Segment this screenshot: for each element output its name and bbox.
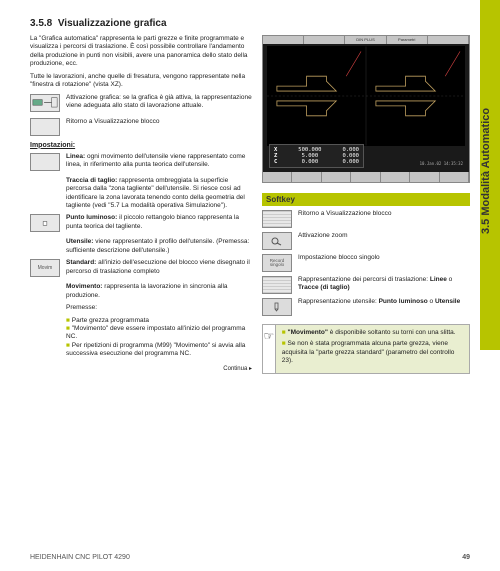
entry-activate: Attivazione grafica: se la grafica è già… xyxy=(30,94,252,112)
screenshot-readout: X500.0000.000 Z5.0000.000 C0.0000.000 xyxy=(269,144,364,168)
premises-list: Parte grezza programmata "Movimento" dev… xyxy=(66,317,252,359)
right-column: DIN PLUS Parametri X xyxy=(262,35,470,374)
linea-icon xyxy=(30,153,60,171)
screenshot-bottombar xyxy=(263,172,469,182)
sk-record: Record singolo Impostazione blocco singo… xyxy=(262,254,470,272)
continue-link: Continua ▸ xyxy=(66,365,252,372)
setting-linea: Linea: ogni movimento dell'utensile vien… xyxy=(30,153,252,171)
sk-record-icon: Record singolo xyxy=(262,254,292,272)
softkey-header: Softkey xyxy=(262,193,470,206)
linea-text: ogni movimento dell'utensile viene rappr… xyxy=(66,153,245,168)
entry-return: Ritorno a Visualizzazione blocco xyxy=(30,118,252,136)
section-name: Visualizzazione grafica xyxy=(58,18,167,29)
utensile-text: viene rappresentato il profilo dell'uten… xyxy=(66,238,249,253)
cnc-screenshot: DIN PLUS Parametri X xyxy=(262,35,470,183)
footer-left: HEIDENHAIN CNC PILOT 4290 xyxy=(30,554,130,561)
sk-tool-text: Rappresentazione utensile: Punto luminos… xyxy=(298,298,460,306)
sk-return: Ritorno a Visualizzazione blocco xyxy=(262,210,470,228)
premise-2: "Movimento" deve essere impostato all'in… xyxy=(66,325,252,342)
movimento-bold: Movimento: xyxy=(66,283,102,290)
traccia-bold: Traccia di taglio: xyxy=(66,177,117,184)
sk-return-icon xyxy=(262,210,292,228)
punto-bold: Punto luminoso: xyxy=(66,214,117,221)
section-number: 3.5.8 xyxy=(30,18,52,29)
sk-paths-text: Rappresentazione dei percorsi di traslaz… xyxy=(298,276,470,293)
premise-3: Per ripetizioni di programma (M99) "Movi… xyxy=(66,342,252,359)
section-title: 3.5.8 Visualizzazione grafica xyxy=(30,18,470,29)
note-box: ☞ "Movimento" è disponibile soltanto su … xyxy=(262,324,470,374)
note1-bold: "Movimento" xyxy=(288,329,328,336)
sk-tool: Rappresentazione utensile: Punto luminos… xyxy=(262,298,470,316)
note-icon: ☞ xyxy=(263,325,276,373)
setting-standard: Movim Standard: all'inizio dell'esecuzio… xyxy=(30,259,252,277)
sk-return-text: Ritorno a Visualizzazione blocco xyxy=(298,210,391,218)
page-footer: HEIDENHAIN CNC PILOT 4290 49 xyxy=(30,554,470,561)
standard-icon: Movim xyxy=(30,259,60,277)
note1-text: è disponibile soltanto su torni con una … xyxy=(328,329,456,336)
punto-icon xyxy=(30,214,60,232)
sk-record-text: Impostazione blocco singolo xyxy=(298,254,380,262)
sk-paths: Rappresentazione dei percorsi di traslaz… xyxy=(262,276,470,294)
settings-header: Impostazioni: xyxy=(30,142,252,149)
return-icon xyxy=(30,118,60,136)
sk-tool-icon xyxy=(262,298,292,316)
note-body: "Movimento" è disponibile soltanto su to… xyxy=(276,325,469,373)
screenshot-time: 10.Jan.02 14:35:32 xyxy=(420,162,463,166)
side-tab: 3.5 Modalità Automatico xyxy=(480,0,500,350)
standard-bold: Standard: xyxy=(66,259,96,266)
sk-zoom-icon xyxy=(262,232,292,250)
sk-paths-icon xyxy=(262,276,292,294)
utensile-bold: Utensile: xyxy=(66,238,93,245)
sk-zoom-text: Attivazione zoom xyxy=(298,232,348,240)
setting-punto: Punto luminoso: il piccolo rettangolo bi… xyxy=(30,214,252,232)
activate-icon xyxy=(30,94,60,112)
linea-bold: Linea: xyxy=(66,153,85,160)
intro-p2: Tutte le lavorazioni, anche quelle di fr… xyxy=(30,73,252,90)
screenshot-plot xyxy=(267,46,465,146)
sk-zoom: Attivazione zoom xyxy=(262,232,470,250)
entry-activate-text: Attivazione grafica: se la grafica è già… xyxy=(66,94,252,111)
screenshot-topbar: DIN PLUS Parametri xyxy=(263,36,469,44)
premises-header: Premesse: xyxy=(66,304,252,312)
entry-return-text: Ritorno a Visualizzazione blocco xyxy=(66,118,159,126)
intro-p1: La "Grafica automatica" rappresenta le p… xyxy=(30,35,252,69)
footer-right: 49 xyxy=(462,554,470,561)
left-column: La "Grafica automatica" rappresenta le p… xyxy=(30,35,252,374)
premise-1: Parte grezza programmata xyxy=(66,317,252,325)
note2-text: Se non è stata programmata alcuna parte … xyxy=(282,340,455,364)
